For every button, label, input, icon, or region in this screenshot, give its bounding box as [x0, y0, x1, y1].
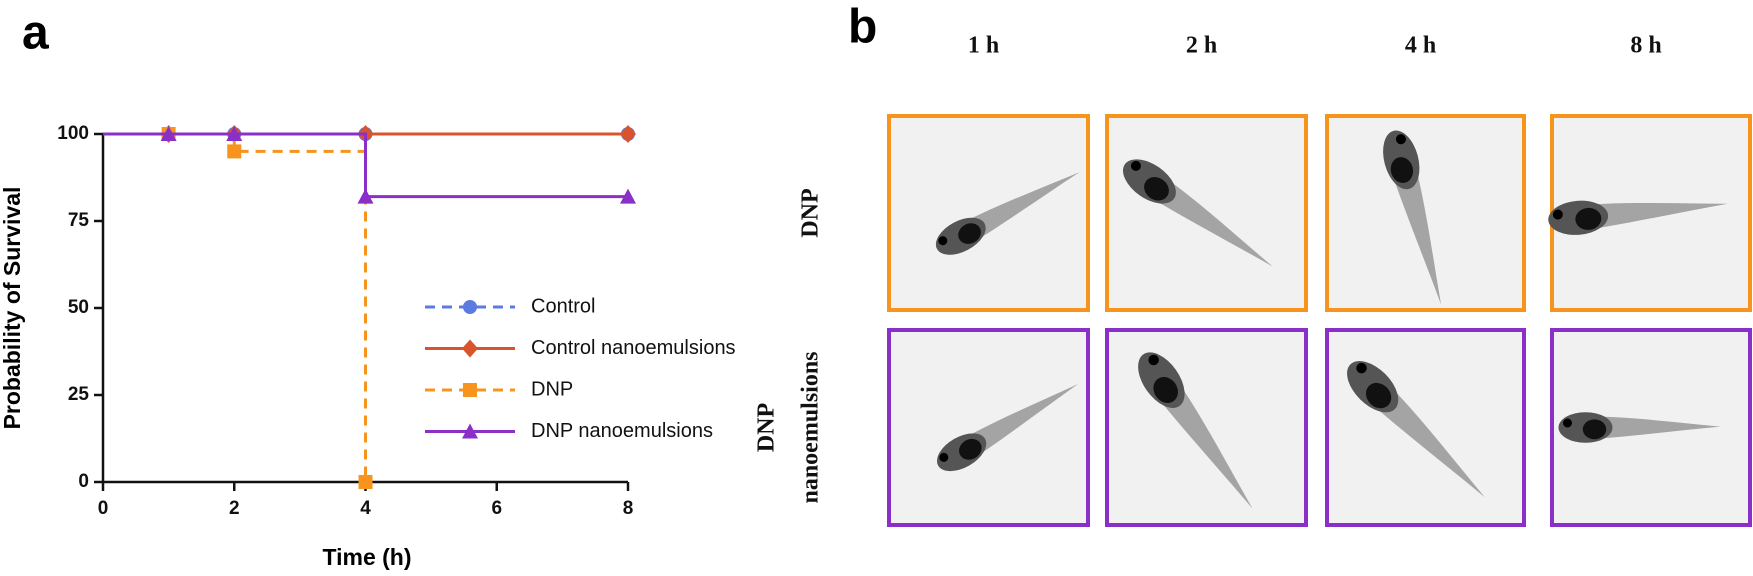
data-point: [226, 126, 243, 141]
survival-line: [103, 132, 367, 482]
survival-line: [103, 132, 628, 199]
legend-marker: [463, 300, 477, 314]
column-label: 4 h: [1405, 33, 1436, 59]
larva-eye: [1563, 418, 1572, 428]
legend-marker: [462, 339, 478, 358]
x-tick-label: 0: [98, 498, 109, 519]
larva-yolk: [1365, 382, 1392, 409]
larva-image: [1548, 200, 1728, 235]
y-tick-label: 0: [78, 471, 89, 492]
column-label: 1 h: [968, 33, 999, 59]
legend-label: DNP: [531, 378, 573, 400]
data-point: [358, 475, 373, 489]
row-label: DNP: [798, 188, 824, 237]
x-tick-label: 6: [491, 498, 502, 519]
larva-yolk: [1390, 157, 1414, 183]
larva-image: [1123, 159, 1273, 267]
panel-label: a: [22, 7, 49, 60]
larva-eye: [1148, 354, 1159, 366]
larva-image: [1558, 412, 1721, 443]
larva-eye: [1552, 209, 1563, 220]
panel-label: b: [848, 1, 877, 54]
larva-image: [1138, 352, 1253, 509]
column-label: 8 h: [1630, 33, 1661, 59]
row-label: nanoemulsions: [798, 351, 824, 503]
larva-eye: [938, 236, 948, 246]
larva-image: [935, 172, 1080, 255]
data-point: [227, 144, 242, 159]
legend-marker: [463, 383, 477, 397]
larva-eye: [1130, 160, 1141, 171]
larva-yolk: [1575, 207, 1602, 230]
y-axis-label: Probability of Survival: [0, 187, 25, 430]
larva-yolk: [959, 438, 982, 460]
legend-label: Control: [531, 295, 595, 317]
data-point: [620, 125, 636, 143]
x-tick-label: 2: [229, 498, 240, 519]
x-axis-label: Time (h): [322, 544, 411, 570]
x-tick-label: 4: [360, 498, 371, 519]
row-label: DNP: [754, 403, 780, 452]
larva-image: [1347, 361, 1485, 498]
larva-eye: [1356, 362, 1367, 374]
y-tick-label: 100: [57, 123, 89, 144]
legend-label: DNP nanoemulsions: [531, 420, 713, 442]
data-point: [620, 188, 636, 204]
larva-eye: [1395, 134, 1406, 145]
data-point: [160, 126, 177, 141]
data-point: [357, 188, 374, 204]
column-label: 2 h: [1186, 33, 1217, 59]
y-tick-label: 50: [68, 297, 89, 318]
y-tick-label: 75: [68, 210, 90, 231]
larva-image: [937, 383, 1079, 472]
larva-yolk: [1144, 177, 1169, 201]
legend-marker: [462, 423, 478, 439]
larva-yolk: [1582, 419, 1607, 440]
legend-label: Control nanoemulsions: [531, 337, 736, 359]
larva-image: [1383, 130, 1442, 305]
larva-yolk: [1153, 377, 1178, 403]
larva-eye: [939, 452, 949, 462]
x-tick-label: 8: [623, 498, 634, 519]
y-tick-label: 25: [68, 384, 90, 405]
larva-yolk: [958, 223, 981, 244]
